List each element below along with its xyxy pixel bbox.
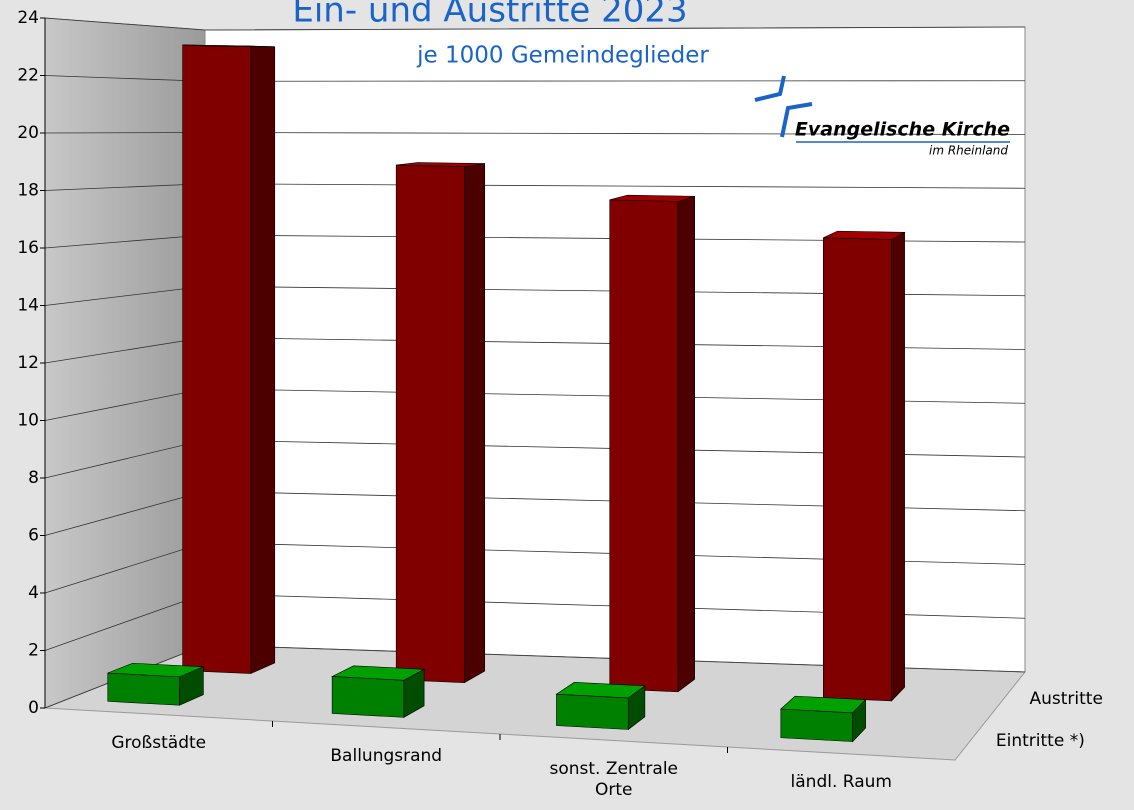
bar-side (250, 45, 276, 674)
bar (330, 665, 426, 718)
chart-title: Ein- und Austritte 2023 (292, 0, 687, 31)
x-tick-label: Ballungsrand (330, 745, 443, 766)
grid-line (44, 17, 1026, 31)
y-tick-label: 14 (17, 296, 39, 316)
bar-front (182, 44, 252, 674)
bar (395, 162, 486, 684)
y-tick-label: 6 (28, 526, 39, 546)
bar-front (395, 164, 465, 683)
logo-region: im Rheinland (929, 144, 1008, 158)
y-tick-label: 8 (28, 468, 39, 488)
y-tick-label: 4 (28, 583, 39, 603)
bar-front (556, 693, 629, 730)
bar-side (891, 231, 905, 702)
chart-subtitle: je 1000 Gemeindeglieder (416, 43, 709, 69)
bar-top (609, 194, 695, 202)
bar-top (107, 662, 204, 678)
bar (107, 662, 204, 706)
y-tick-label: 0 (28, 698, 39, 718)
y-tick-label: 16 (17, 238, 39, 258)
y-tick-label: 24 (17, 8, 39, 28)
bar-front (107, 672, 180, 706)
bar (822, 230, 906, 702)
bar-side (677, 195, 695, 693)
bar-front (609, 199, 679, 693)
logo-mark (754, 75, 786, 102)
x-tick-label: sonst. Zentrale Orte (549, 758, 679, 800)
x-tick-label: ländl. Raum (790, 771, 892, 792)
bar (555, 682, 646, 731)
y-tick-label: 22 (17, 66, 39, 86)
bar-top (396, 162, 485, 167)
bar-top (555, 682, 646, 699)
y-tick-label: 18 (17, 181, 39, 201)
y-tick-label: 20 (17, 123, 39, 143)
y-tick-label: 2 (28, 641, 39, 661)
bar (780, 695, 867, 743)
logo: Evangelische Kirche im Rheinland (754, 75, 1010, 158)
bar (182, 44, 276, 674)
bar-top (182, 44, 275, 48)
left-wall (44, 17, 206, 709)
bar-top (823, 230, 906, 240)
legend-label: Austritte (1030, 689, 1103, 709)
y-tick-label: 10 (17, 411, 39, 431)
bar-front (331, 676, 405, 718)
x-tick-label: Großstädte (111, 732, 207, 753)
y-tick-label: 12 (17, 353, 39, 373)
bar-top (330, 665, 426, 681)
bar (609, 194, 695, 693)
labels: Austritte Eintritte *) (272, 689, 1103, 753)
bar-top (780, 695, 867, 714)
bar-front (822, 237, 892, 702)
logo-mark (780, 102, 813, 138)
bar-front (780, 708, 853, 742)
logo-name: Evangelische Kirche (795, 119, 1010, 141)
bars (107, 44, 906, 743)
legend-label: Eintritte *) (996, 731, 1085, 751)
bar-side (464, 163, 486, 684)
